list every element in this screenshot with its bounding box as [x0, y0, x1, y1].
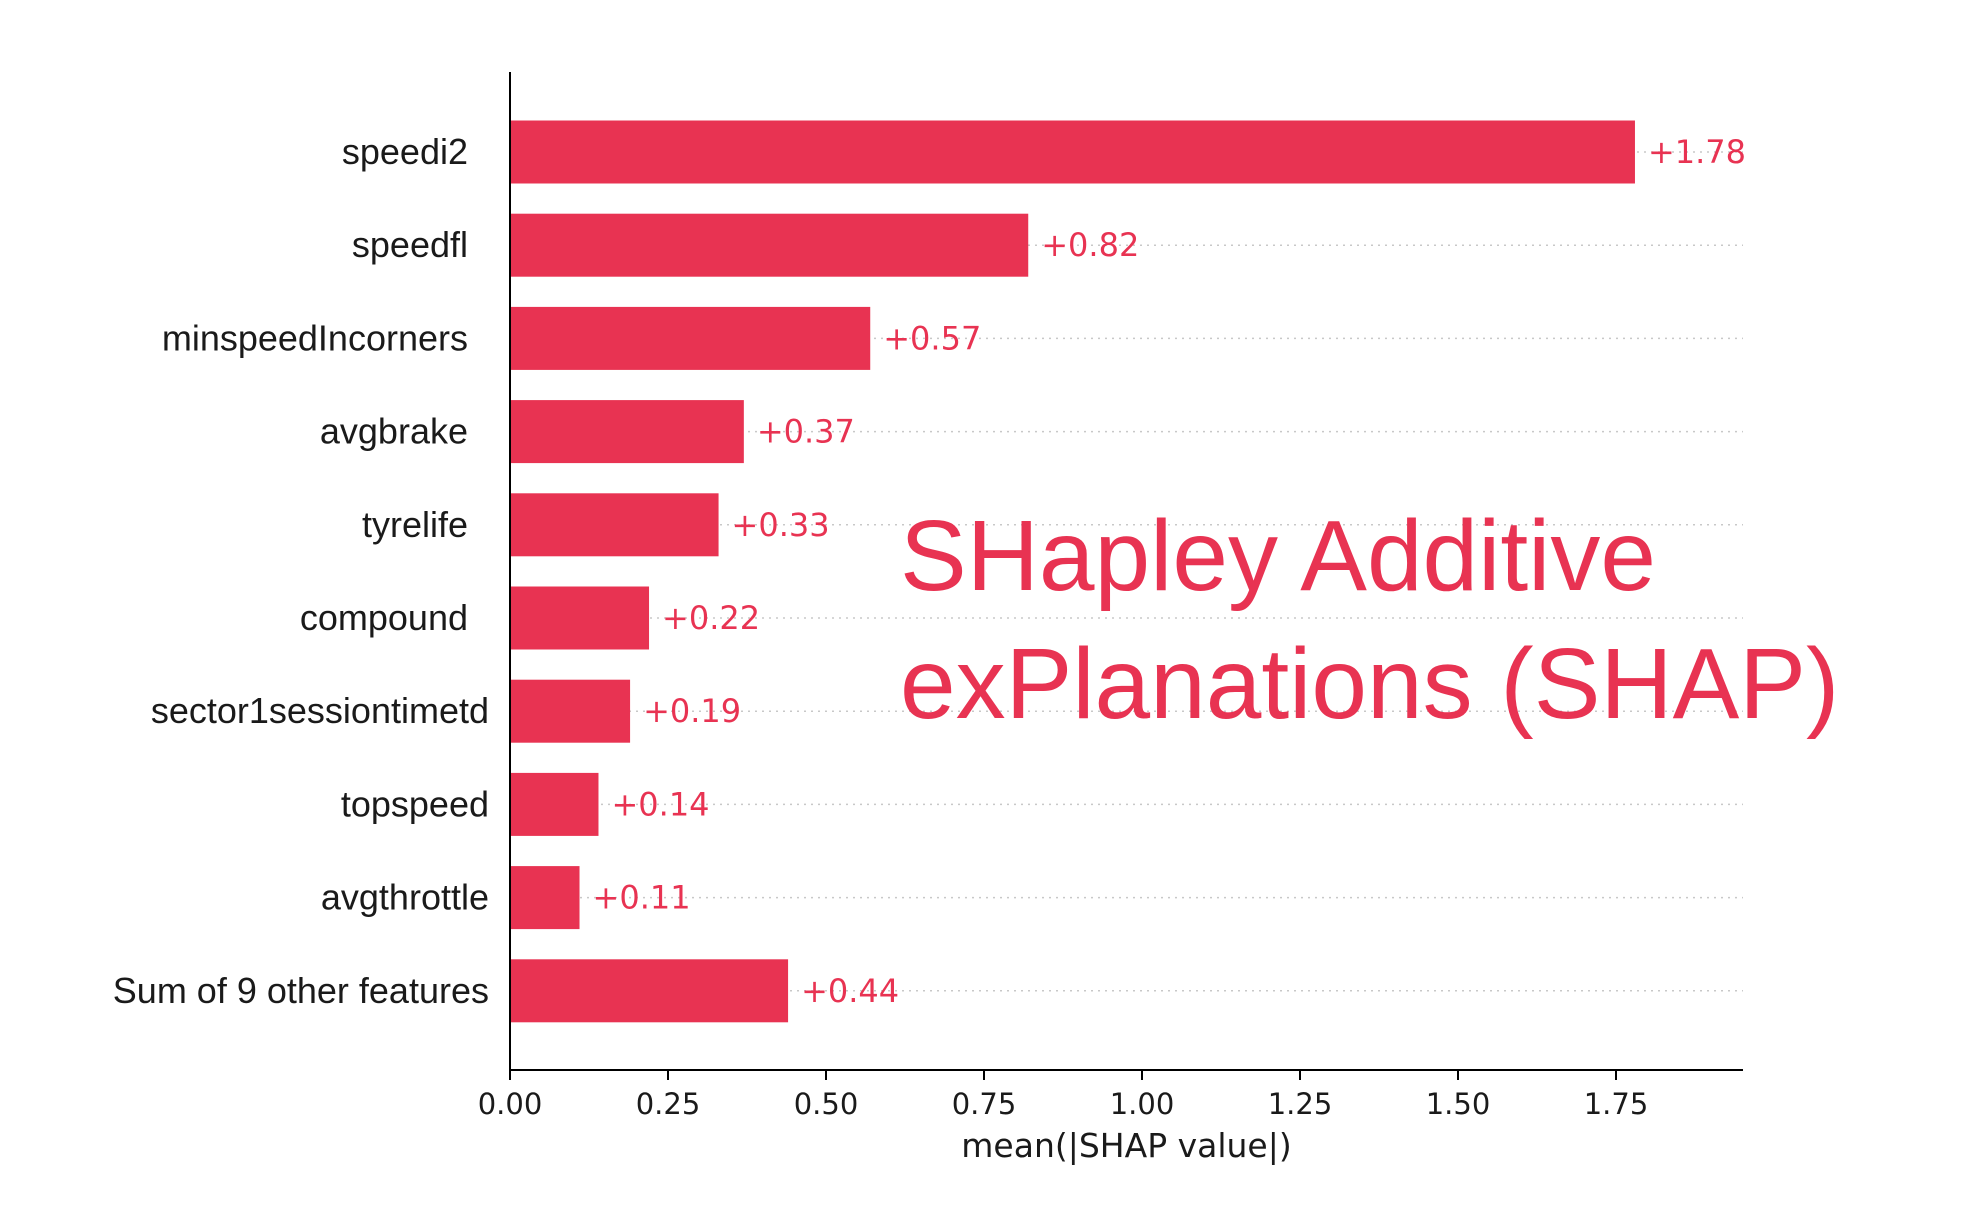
bar: [510, 679, 631, 743]
category-label: speedfl: [352, 224, 468, 265]
bar: [510, 306, 871, 370]
x-tick-label: 0.25: [636, 1087, 701, 1121]
x-tick-label: 0.50: [794, 1087, 859, 1121]
value-label: +0.57: [883, 319, 981, 357]
annotation-title-line-1: SHapley Additive: [900, 500, 1656, 612]
bar: [510, 120, 1635, 184]
bar: [510, 772, 599, 836]
category-labels: speedi2 speedfl minspeedIncorners avgbrake t…: [113, 131, 489, 1011]
category-label: avgbrake: [320, 411, 468, 452]
bar: [510, 493, 719, 557]
bar: [510, 213, 1029, 277]
x-tick-label: 1.00: [1110, 1087, 1175, 1121]
value-label: +0.33: [732, 506, 830, 544]
value-label: +0.19: [643, 692, 741, 730]
category-label: tyrelife: [362, 504, 468, 545]
category-label: Sum of 9 other features: [113, 970, 489, 1011]
bars: [510, 120, 1635, 1023]
value-label: +0.37: [757, 413, 855, 451]
category-label: avgthrottle: [321, 877, 489, 918]
bar: [510, 866, 580, 930]
x-tick-label: 1.50: [1426, 1087, 1491, 1121]
category-label: sector1sessiontimetd: [151, 690, 489, 731]
value-label: +0.14: [611, 785, 709, 823]
category-label: speedi2: [342, 131, 468, 172]
x-axis-title: mean(|SHAP value|): [961, 1126, 1291, 1165]
value-label: +0.22: [662, 599, 760, 637]
value-label: +1.78: [1648, 133, 1746, 171]
category-label: topspeed: [341, 783, 489, 824]
value-label: +0.11: [593, 879, 691, 917]
category-label: compound: [300, 597, 468, 638]
x-tick-label: 1.75: [1584, 1087, 1649, 1121]
annotation-title-line-2: exPlanations (SHAP): [900, 628, 1839, 740]
x-tick-label: 0.00: [478, 1087, 543, 1121]
value-label: +0.82: [1041, 226, 1139, 264]
x-axis-ticks: 0.00 0.25 0.50 0.75 1.00 1.25 1.50 1.75: [478, 1070, 1649, 1121]
category-label: minspeedIncorners: [162, 317, 468, 358]
bar: [510, 400, 744, 464]
value-label: +0.44: [801, 972, 899, 1010]
x-tick-label: 0.75: [952, 1087, 1017, 1121]
value-labels: +1.78 +0.82 +0.57 +0.37 +0.33 +0.22 +0.19 +0.14…: [593, 133, 1747, 1010]
x-tick-label: 1.25: [1268, 1087, 1333, 1121]
bar: [510, 586, 650, 650]
bar: [510, 959, 789, 1023]
